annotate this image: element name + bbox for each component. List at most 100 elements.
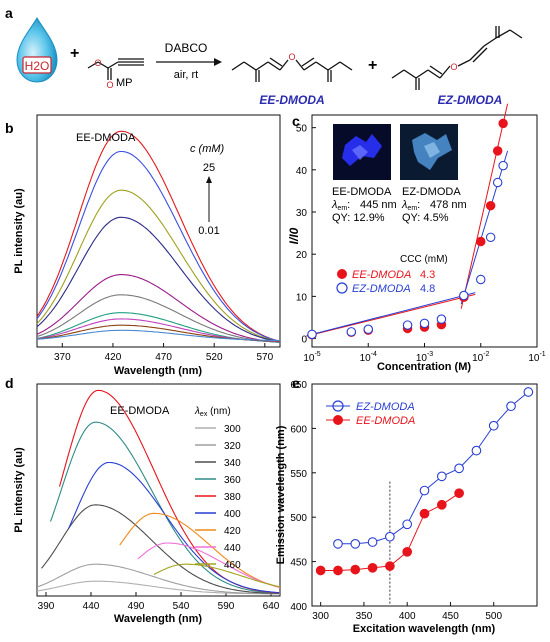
panel-b-xlabel: Wavelength (nm) <box>114 365 203 377</box>
panel-e-point <box>523 387 534 397</box>
panel-e-point <box>385 561 395 571</box>
panel-e-point <box>506 401 516 412</box>
panel-e-xtick-label: 350 <box>356 611 373 622</box>
panel-e-point <box>367 562 378 573</box>
panel-e-point <box>436 471 447 482</box>
panel-b-xtick-label: 370 <box>54 352 71 363</box>
catalyst-label: DABCO <box>165 41 208 55</box>
panel-c-ylabel: I/I0 <box>287 227 301 244</box>
legend-ez-marker <box>336 282 348 294</box>
panel-e-point <box>367 537 378 547</box>
mp-structure <box>87 58 144 80</box>
inset-ez-lambda-symbol: λem: <box>401 199 420 212</box>
plus-sign-2: + <box>368 57 377 74</box>
panel-c-chart: 0 10 20 30 40 50 10-5 10-4 10-3 10-2 10-1 EE-DMODA… <box>287 103 546 373</box>
panel-d-curve <box>137 542 281 588</box>
panel-e-ytick-label: 600 <box>290 424 307 435</box>
panel-e-point <box>419 485 430 496</box>
panel-c-ytick-label: 10 <box>296 292 308 303</box>
panel-e-point <box>471 445 482 456</box>
panel-c-point <box>307 329 317 340</box>
panel-c-xtick-label: 10-4 <box>360 351 377 364</box>
reaction-scheme: H2O + O O MP DABCO air, rt <box>16 17 523 107</box>
panel-e-chart: 300 350 400 450 500 400 450 500 550 600 650 EZ-DMO… <box>275 380 538 635</box>
legend-e-ez-label: EZ-DMODA <box>356 401 415 413</box>
panel-d-curve <box>41 504 280 595</box>
panel-b-conc-label: c (mM) <box>190 143 225 155</box>
panel-b-conc-bottom: 0.01 <box>198 225 219 237</box>
ee-ether-oxygen: O <box>288 52 295 62</box>
water-label: H2O <box>25 59 50 73</box>
panel-b-curve <box>36 189 281 343</box>
inset-ez-qy: QY: 4.5% <box>402 212 449 224</box>
panel-e-point <box>402 546 413 557</box>
legend-ee-ccc: 4.3 <box>420 269 435 281</box>
panel-e-ytick-label: 550 <box>290 469 307 480</box>
panel-c-point <box>363 324 373 335</box>
panel-d-legend-label: 440 <box>224 543 241 554</box>
panel-c-point <box>419 318 430 329</box>
panel-c-xlabel: Concentration (M) <box>377 361 471 373</box>
panel-b-curve <box>36 329 281 342</box>
panel-e-point <box>333 538 343 549</box>
panel-e-letter: e <box>292 375 300 391</box>
panel-c-point <box>498 118 508 129</box>
panel-d-curve <box>67 461 280 594</box>
panel-b-curve <box>36 294 281 343</box>
panel-c-fit-line <box>460 103 509 309</box>
panel-e-xtick-label: 300 <box>312 611 329 622</box>
panel-b-conc-arrowhead <box>206 176 212 183</box>
panel-e-frame <box>311 383 538 607</box>
panel-b-xtick-label: 470 <box>155 352 172 363</box>
mp-carbonyl-label: O <box>106 80 113 90</box>
panel-c-point <box>475 236 486 247</box>
panel-c-point <box>475 274 486 285</box>
panel-d-curve <box>58 389 280 594</box>
inset-ee-crystals <box>342 134 382 166</box>
ez-ether-oxygen: O <box>450 62 457 72</box>
conditions-label: air, rt <box>174 69 198 81</box>
panel-b-title: EE-DMODA <box>76 132 136 144</box>
panel-c-point <box>485 200 496 211</box>
panel-c-fit-line <box>306 292 476 337</box>
panel-d-chart: 390 440 490 540 590 640 EE-DMODA λex (nm) 300… <box>13 383 281 625</box>
ez-product-label: EZ-DMODA <box>438 93 503 107</box>
inset-ee-qy: QY: 12.9% <box>332 212 385 224</box>
panel-d-xlabel: Wavelength (nm) <box>114 613 203 625</box>
panel-d-ylabel: PL intensity (au) <box>13 447 25 533</box>
panel-e-point <box>419 508 430 519</box>
panel-b-frame <box>36 114 281 348</box>
panel-e-xlabel: Excitation wavelength (nm) <box>353 623 496 635</box>
panel-e-point <box>454 463 464 474</box>
inset-ez-lambda: 478 nm <box>430 199 467 211</box>
panel-c-ytick-label: 0 <box>301 335 307 346</box>
panel-d-legend-label: 300 <box>224 424 241 435</box>
panel-e-ytick-label: 650 <box>290 380 307 391</box>
panel-d-xtick-label: 490 <box>128 601 145 612</box>
inset-ez-name: EZ-DMODA <box>402 186 461 198</box>
water-label-box <box>22 56 52 74</box>
panel-b-letter: b <box>5 120 14 136</box>
panel-d-xtick-label: 390 <box>38 601 55 612</box>
ee-structure <box>231 57 353 82</box>
panel-d-curve <box>119 512 281 589</box>
panel-a-letter: a <box>5 5 13 21</box>
panel-d-legend-label: 380 <box>224 492 241 503</box>
mp-oxygen-label: O <box>94 58 101 68</box>
panel-e-ylabel: Emission wavelength (nm) <box>275 425 287 564</box>
panel-e-point <box>488 420 499 431</box>
panel-c-ytick-label: 20 <box>296 250 308 261</box>
inset-ee-lambda-symbol: λem: <box>331 199 350 212</box>
panel-c-fit-line <box>306 293 476 337</box>
panel-d-legend-title-symbol: λex (nm) <box>194 406 231 418</box>
panel-c-xtick-label: 10-3 <box>416 351 433 364</box>
panel-d-title: EE-DMODA <box>110 405 170 417</box>
panel-b-conc-top: 25 <box>203 162 215 174</box>
panel-b-chart: 370 420 470 520 570 EE-DMODA c (mM) 25 0.01 … <box>13 114 281 377</box>
legend-ee-label: EE-DMODA <box>352 269 411 281</box>
panel-e-xtick-label: 500 <box>485 611 502 622</box>
panel-e-point <box>350 538 361 549</box>
inset-ez-crystals <box>412 133 452 170</box>
panel-e-point <box>350 564 361 575</box>
panel-c-point <box>436 314 447 324</box>
